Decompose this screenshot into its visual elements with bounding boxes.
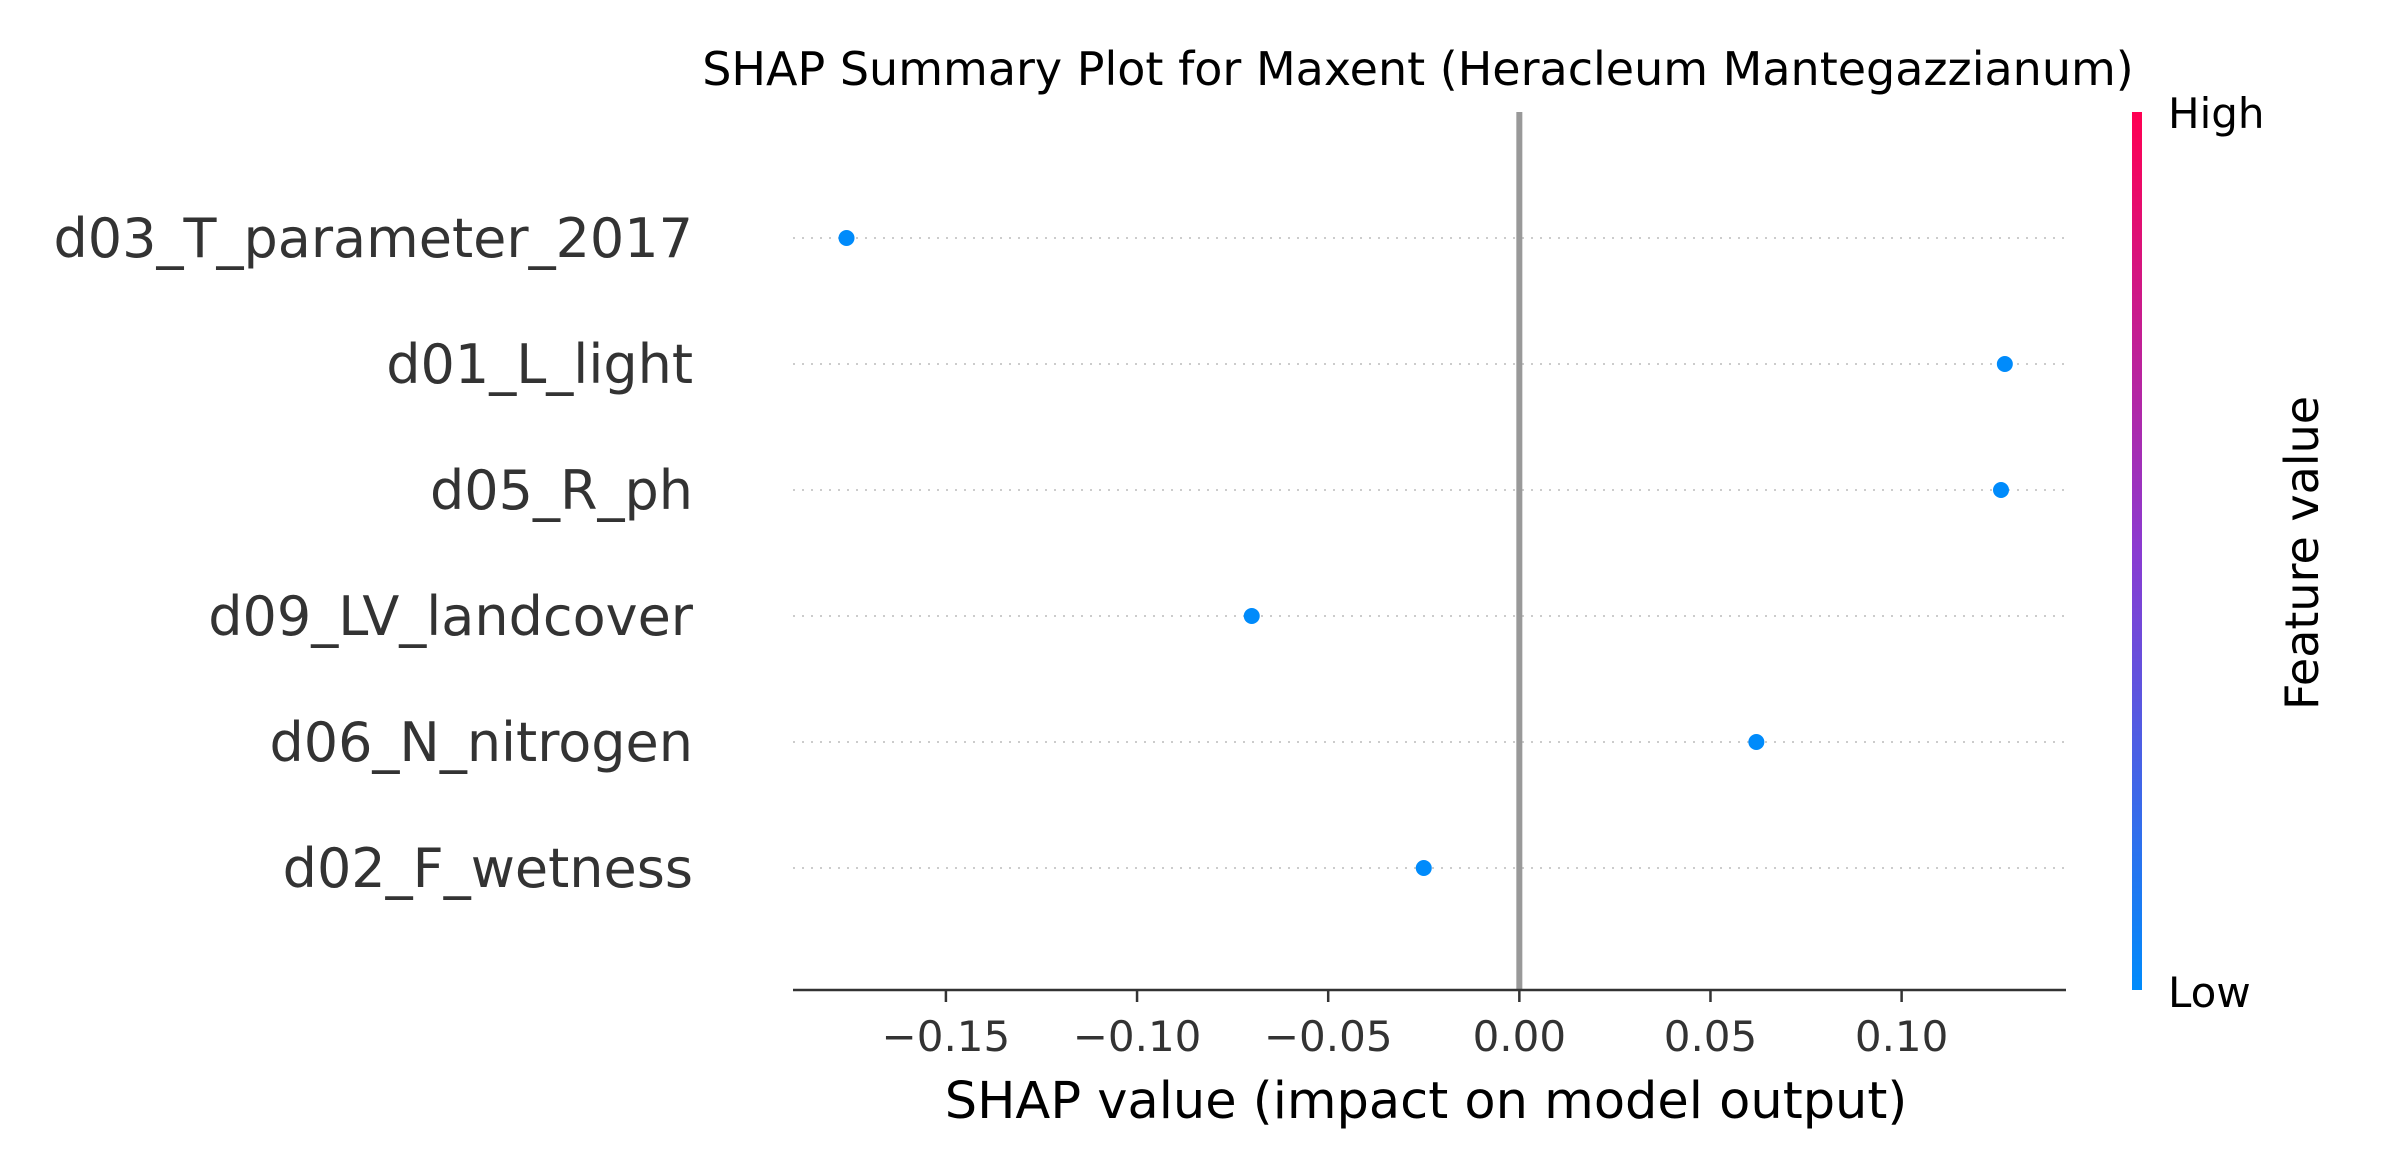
feature-label: d05_R_ph [430,459,693,522]
x-tick-label: 0.05 [1664,1012,1758,1061]
x-tick-label: −0.15 [882,1012,1011,1061]
x-tick-label: −0.05 [1264,1012,1393,1061]
data-point [1993,482,2010,498]
feature-label: d09_LV_landcover [208,585,694,648]
x-axis-ticks: −0.15 −0.10 −0.05 0.00 0.05 0.10 [882,990,1949,1061]
data-point [1996,356,2013,372]
x-tick-label: 0.00 [1473,1012,1567,1061]
feature-label: d02_F_wetness [283,837,693,900]
data-point [1748,734,1765,750]
feature-label: d06_N_nitrogen [269,711,693,774]
colorbar-low-label: Low [2168,968,2251,1017]
row-guides [793,237,2066,869]
feature-label: d01_L_light [386,333,693,396]
colorbar-title: Feature value [2275,396,2329,710]
feature-labels: d03_T_parameter_2017 d01_L_light d05_R_phd… [54,207,694,900]
data-point [1243,608,1260,624]
x-tick-label: 0.10 [1855,1012,1949,1061]
colorbar-high-label: High [2168,89,2265,138]
colorbar [2132,112,2142,990]
x-axis-label: SHAP value (impact on model output) [945,1072,1908,1131]
data-point [838,230,855,246]
feature-label: d03_T_parameter_2017 [54,207,693,270]
data-point [1415,860,1432,876]
chart-title: SHAP Summary Plot for Maxent (Heracleum … [702,42,2134,96]
x-tick-label: −0.10 [1073,1012,1202,1061]
data-points [838,230,2013,876]
